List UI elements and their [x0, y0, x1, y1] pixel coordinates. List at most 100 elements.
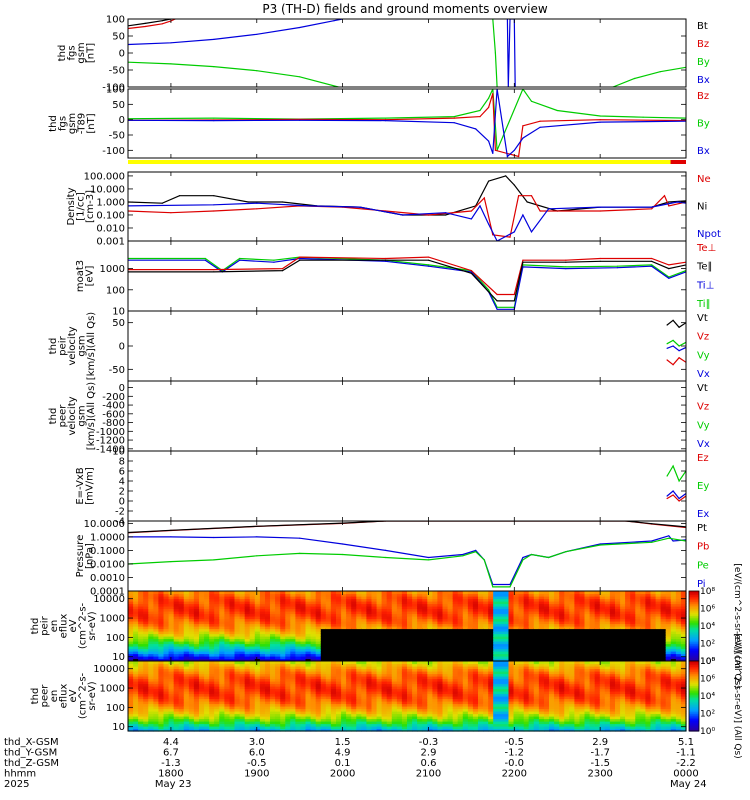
- spectrogram-cell: [407, 658, 413, 662]
- spectrogram-cell: [133, 618, 139, 622]
- spectrogram-cell: [275, 698, 281, 702]
- spectrogram-cell: [300, 616, 307, 620]
- spectrogram-cell: [528, 646, 535, 650]
- spectrogram-cell: [386, 613, 393, 617]
- spectrogram-cell: [488, 641, 494, 645]
- spectrogram-cell: [467, 631, 474, 635]
- y-tick-label: -600: [102, 409, 125, 420]
- spectrogram-cell: [518, 616, 525, 620]
- spectrogram-cell: [478, 593, 484, 597]
- spectrogram-cell: [533, 648, 540, 652]
- spectrogram-cell: [569, 613, 575, 617]
- spectrogram-cell: [158, 653, 165, 657]
- spectrogram-cell: [523, 658, 530, 662]
- spectrogram-cell: [234, 708, 241, 712]
- spectrogram-cell: [422, 598, 428, 602]
- spectrogram-cell: [452, 641, 459, 645]
- spectrogram-cell: [224, 623, 231, 627]
- spectrogram-cell: [138, 631, 144, 635]
- spectrogram-cell: [290, 708, 296, 712]
- spectrogram-cell: [503, 596, 510, 600]
- spectrogram-cell: [376, 603, 383, 607]
- spectrogram-cell: [128, 593, 134, 597]
- spectrogram-cell: [528, 606, 535, 610]
- spectrogram-cell: [549, 613, 555, 617]
- spectrogram-cell: [508, 626, 515, 630]
- spectrogram-cell: [442, 611, 449, 615]
- spectrogram-cell: [244, 613, 251, 617]
- spectrogram-cell: [239, 671, 246, 675]
- spectrogram-cell: [472, 658, 479, 662]
- spectrogram-cell: [351, 616, 357, 620]
- spectrogram-cell: [285, 706, 291, 710]
- spectrogram-cell: [452, 616, 459, 620]
- data-point-Te∥: [470, 272, 472, 274]
- spectrogram-cell: [300, 673, 307, 677]
- spectrogram-cell: [244, 596, 251, 600]
- legend-item-Ne: Ne: [697, 174, 711, 185]
- spectrogram-cell: [158, 686, 165, 690]
- y-axis-label-line: velocity: [67, 326, 78, 365]
- spectrogram-cell: [270, 718, 276, 722]
- spectrogram-cell: [128, 643, 134, 647]
- spectrogram-cell: [320, 666, 327, 670]
- spectrogram-cell: [254, 593, 261, 597]
- spectrogram-cell: [270, 623, 276, 627]
- spectrogram-cell: [285, 653, 291, 657]
- spectrogram-cell: [336, 606, 342, 610]
- spectrogram-cell: [488, 631, 494, 635]
- spectrogram-cell: [219, 623, 225, 627]
- spectrogram-cell: [143, 646, 149, 650]
- spectrogram-cell: [341, 611, 347, 615]
- spectrogram-cell: [574, 623, 581, 627]
- spectrogram-cell: [249, 608, 256, 612]
- spectrogram-cell: [650, 628, 657, 632]
- spectrogram-cell: [183, 666, 190, 670]
- spectrogram-cell: [193, 641, 200, 645]
- spectrogram-cell: [437, 616, 444, 620]
- spectrogram-cell: [412, 636, 418, 640]
- spectrogram-cell: [594, 596, 601, 600]
- data-point-Pi: [672, 540, 674, 542]
- spectrogram-cell: [371, 616, 378, 620]
- spectrogram-cell: [234, 701, 241, 705]
- spectrogram-cell: [442, 656, 449, 660]
- spectrogram-cell: [224, 596, 231, 600]
- spectrogram-cell: [604, 651, 611, 655]
- spectrogram-cell: [325, 706, 332, 710]
- spectrogram-cell: [229, 681, 236, 685]
- spectrogram-cell: [254, 598, 261, 602]
- spectrogram-cell: [168, 723, 175, 727]
- spectrogram-cell: [183, 658, 190, 662]
- spectrogram-cell: [356, 606, 362, 610]
- spectrogram-cell: [275, 651, 281, 655]
- spectrogram-cell: [168, 693, 175, 697]
- spectrogram-cell: [346, 623, 352, 627]
- spectrogram-cell: [193, 726, 200, 730]
- spectrogram-cell: [193, 703, 200, 707]
- spectrogram-cell: [625, 648, 631, 652]
- spectrogram-cell: [615, 631, 621, 635]
- spectrogram-cell: [320, 713, 327, 717]
- spectrogram-cell: [300, 703, 307, 707]
- legend-item-Ti⊥: Ti⊥: [696, 280, 714, 291]
- spectrogram-cell: [346, 596, 352, 600]
- spectrogram-cell: [554, 648, 560, 652]
- spectrogram-cell: [239, 601, 246, 605]
- spectrogram-cell: [178, 683, 185, 687]
- spectrogram-cell: [234, 651, 241, 655]
- spectrogram-cell: [234, 591, 241, 595]
- spectrogram-cell: [168, 623, 175, 627]
- spectrogram-cell: [310, 651, 317, 655]
- spectrogram-cell: [219, 643, 225, 647]
- spectrogram-cell: [351, 656, 357, 660]
- spectrogram-cell: [346, 611, 352, 615]
- spectrogram-cell: [503, 648, 510, 652]
- spectrogram-cell: [305, 653, 312, 657]
- spectrogram-cell: [305, 638, 312, 642]
- spectrogram-cell: [488, 616, 494, 620]
- data-point-Ti⊥: [565, 268, 567, 270]
- spectrogram-cell: [609, 628, 616, 632]
- spectrogram-cell: [290, 641, 296, 645]
